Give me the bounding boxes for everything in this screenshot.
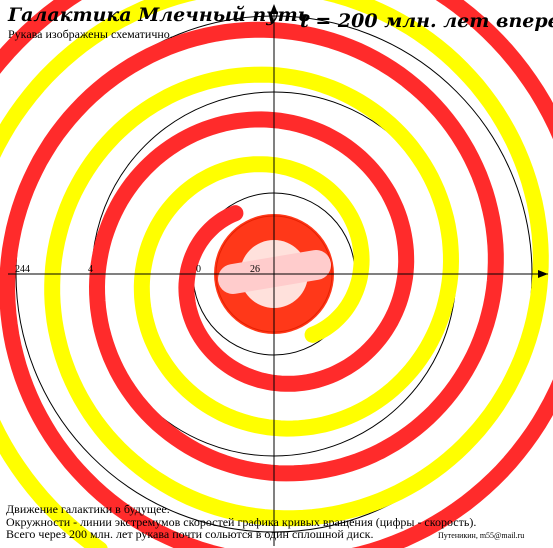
speed-label-0: 0 [196, 264, 201, 275]
speed-label-244: 244 [15, 264, 30, 275]
subtitle: Рукава изображены схематично. [8, 27, 173, 41]
page-title: Галактика Млечный путь [8, 4, 311, 26]
y-axis-arrow-icon [270, 4, 278, 14]
speed-label-26: 26 [250, 264, 260, 275]
note-line: Движение галактики в будущее. [6, 502, 170, 516]
x-axis-arrow-icon [538, 270, 548, 278]
notes: Движение галактики в будущее. Окружности… [6, 503, 476, 541]
speed-label-4: 4 [88, 264, 93, 275]
time-label: t = 200 млн. лет вперед [300, 10, 553, 32]
note-line: Всего через 200 млн. лет рукава почти со… [6, 527, 374, 541]
author-credit: Путеникин, m55@mail.ru [438, 531, 525, 540]
axes [8, 4, 548, 546]
note-line: Окружности - линии экстремумов скоростей… [6, 514, 477, 529]
